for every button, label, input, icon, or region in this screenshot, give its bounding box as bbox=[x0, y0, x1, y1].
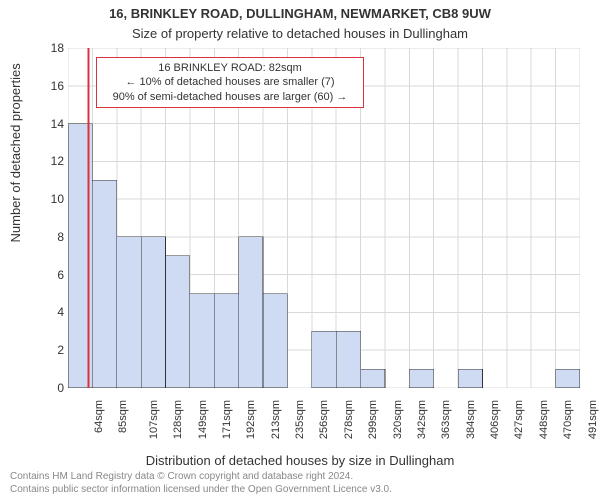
x-tick: 320sqm bbox=[392, 400, 404, 439]
x-tick: 128sqm bbox=[172, 400, 184, 439]
y-tick: 4 bbox=[34, 305, 64, 319]
y-tick: 18 bbox=[34, 41, 64, 55]
x-tick: 470sqm bbox=[562, 400, 574, 439]
x-tick: 363sqm bbox=[440, 400, 452, 439]
chart-container: 16, BRINKLEY ROAD, DULLINGHAM, NEWMARKET… bbox=[0, 0, 600, 500]
bar bbox=[214, 294, 238, 388]
bar bbox=[190, 294, 214, 388]
x-axis-label: Distribution of detached houses by size … bbox=[0, 453, 600, 468]
x-tick: 406sqm bbox=[489, 400, 501, 439]
attribution-line1: Contains HM Land Registry data © Crown c… bbox=[10, 471, 392, 484]
chart-title: 16, BRINKLEY ROAD, DULLINGHAM, NEWMARKET… bbox=[0, 6, 600, 21]
bar bbox=[239, 237, 263, 388]
chart-subtitle: Size of property relative to detached ho… bbox=[0, 26, 600, 41]
x-tick: 256sqm bbox=[319, 400, 331, 439]
x-tick: 235sqm bbox=[294, 400, 306, 439]
y-tick: 14 bbox=[34, 117, 64, 131]
attribution: Contains HM Land Registry data © Crown c… bbox=[10, 471, 392, 496]
histogram-bars bbox=[68, 124, 580, 388]
annotation-line3: 90% of semi-detached houses are larger (… bbox=[103, 90, 357, 104]
x-tick: 491sqm bbox=[587, 400, 599, 439]
x-tick: 107sqm bbox=[148, 400, 160, 439]
x-tick: 149sqm bbox=[197, 400, 209, 439]
x-tick: 192sqm bbox=[245, 400, 257, 439]
y-axis-label: Number of detached properties bbox=[8, 63, 23, 242]
y-tick: 6 bbox=[34, 268, 64, 282]
annotation-line2: ← 10% of detached houses are smaller (7) bbox=[103, 75, 357, 89]
bar bbox=[166, 256, 190, 388]
y-tick: 0 bbox=[34, 381, 64, 395]
annotation-box: 16 BRINKLEY ROAD: 82sqm ← 10% of detache… bbox=[96, 57, 364, 108]
x-tick: 171sqm bbox=[221, 400, 233, 439]
y-tick: 12 bbox=[34, 154, 64, 168]
x-tick: 342sqm bbox=[416, 400, 428, 439]
y-tick: 2 bbox=[34, 343, 64, 357]
x-tick: 278sqm bbox=[343, 400, 355, 439]
bar bbox=[312, 331, 336, 388]
annotation-line1: 16 BRINKLEY ROAD: 82sqm bbox=[103, 61, 357, 75]
bar bbox=[141, 237, 165, 388]
x-tick: 427sqm bbox=[514, 400, 526, 439]
x-tick: 64sqm bbox=[93, 400, 105, 433]
bar bbox=[117, 237, 141, 388]
y-tick: 10 bbox=[34, 192, 64, 206]
x-tick: 384sqm bbox=[465, 400, 477, 439]
x-tick: 213sqm bbox=[270, 400, 282, 439]
x-tick: 448sqm bbox=[538, 400, 550, 439]
y-tick: 16 bbox=[34, 79, 64, 93]
x-tick: 299sqm bbox=[367, 400, 379, 439]
attribution-line2: Contains public sector information licen… bbox=[10, 484, 392, 497]
x-tick: 85sqm bbox=[117, 400, 129, 433]
y-tick: 8 bbox=[34, 230, 64, 244]
bar bbox=[458, 369, 482, 388]
bar bbox=[361, 369, 385, 388]
bar bbox=[409, 369, 433, 388]
bar bbox=[556, 369, 580, 388]
bar bbox=[336, 331, 360, 388]
bar bbox=[263, 294, 287, 388]
bar bbox=[92, 180, 116, 388]
